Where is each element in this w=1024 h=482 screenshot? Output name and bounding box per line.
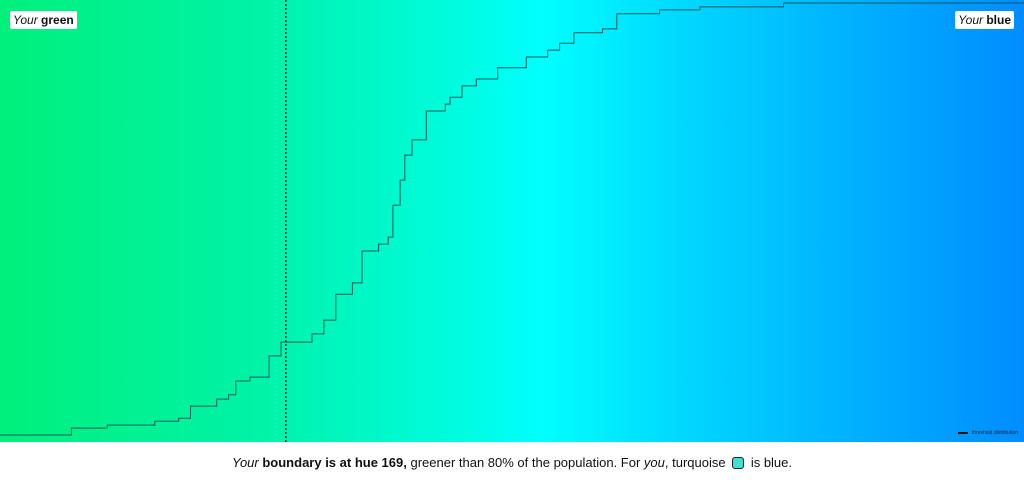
label-italic: Your xyxy=(958,13,983,27)
your-green-label: Your green xyxy=(10,11,77,29)
caption-boundary: boundary is at hue 169, xyxy=(262,455,407,470)
turquoise-swatch xyxy=(732,457,745,469)
label-bold: blue xyxy=(986,13,1011,27)
chart-svg xyxy=(0,0,1024,442)
caption-you: you xyxy=(643,455,665,470)
your-blue-label: Your blue xyxy=(955,11,1014,29)
caption-your: Your xyxy=(231,455,259,470)
hue-chart: Your green Your blue threshold distribut… xyxy=(0,0,1024,442)
caption-turquoise: , turquoise xyxy=(664,455,726,470)
result-caption: Your boundary is at hue 169, greener tha… xyxy=(0,455,1024,470)
label-italic: Your xyxy=(13,13,38,27)
caption-mid: greener than 80% of the population. For xyxy=(406,455,644,470)
threshold-distribution-line xyxy=(0,2,1024,436)
legend-line-icon xyxy=(957,432,968,434)
label-bold: green xyxy=(41,13,74,27)
legend: threshold distribution xyxy=(957,430,1018,436)
legend-label: threshold distribution xyxy=(971,430,1018,436)
caption-end: is blue. xyxy=(747,455,793,470)
